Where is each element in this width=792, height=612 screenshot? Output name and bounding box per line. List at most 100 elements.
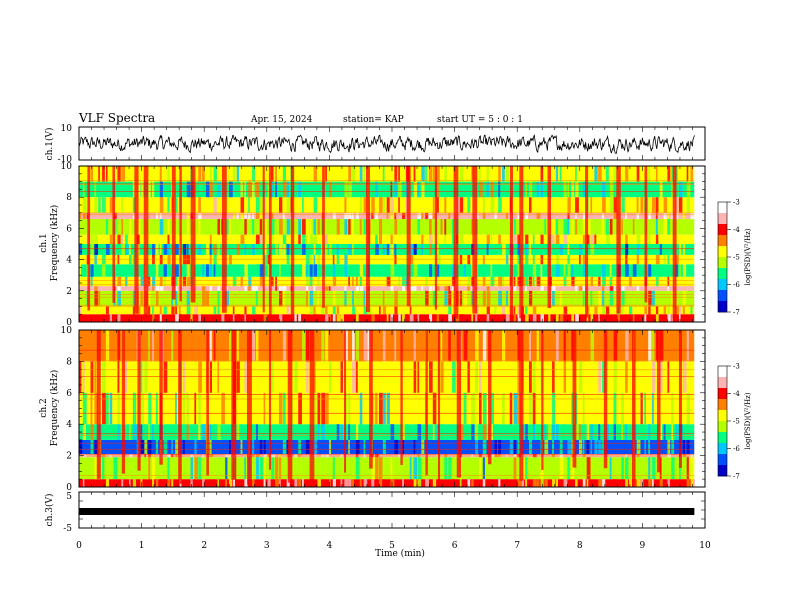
spectrogram-cell [194, 457, 198, 480]
spectrogram-cell [90, 234, 94, 244]
spectrogram-cell [563, 219, 568, 235]
spectrogram-cell [178, 306, 181, 315]
spectrogram-cell [521, 479, 525, 487]
spectrogram-cell [548, 457, 552, 480]
spectrogram-cell [575, 479, 578, 487]
spectrogram-cell [302, 314, 306, 322]
spectrogram-cell [117, 276, 122, 287]
spectrogram-cell [632, 264, 637, 277]
spectrogram-cell [225, 439, 228, 455]
spectrogram-cell [121, 479, 124, 487]
spectrogram-cell [205, 181, 210, 198]
spectrogram-cell [428, 212, 433, 220]
spectrogram-ytick-label: 6 [66, 224, 72, 234]
spectrogram-cell [652, 361, 656, 393]
spectrogram-cell [675, 424, 679, 440]
spectrogram-cell [559, 166, 562, 182]
spectrogram-cell [602, 290, 605, 307]
spectrogram-cell [486, 219, 489, 235]
colorbar-step [718, 388, 727, 391]
spectrogram-cell [671, 314, 673, 322]
spectrogram-cell [102, 314, 105, 322]
spectrogram-cell [263, 424, 266, 440]
spectrogram-cell [163, 330, 166, 362]
spectrogram-cell [102, 234, 105, 244]
spectrogram-cell [636, 286, 640, 291]
spectrogram-no-data [694, 166, 705, 322]
spectrogram-cell [209, 166, 213, 182]
spectrogram-cell [663, 392, 666, 425]
spectrogram-cell [244, 457, 246, 480]
spectrogram-cell [259, 197, 264, 213]
spectrogram-cell [121, 197, 124, 213]
spectrogram-cell [582, 212, 587, 220]
spectrogram-cell [536, 276, 541, 287]
spectrogram-cell [148, 330, 150, 362]
spectrogram-cell [652, 392, 654, 425]
spectrogram-cell [259, 439, 263, 455]
spectrogram-burst [509, 166, 513, 317]
spectrogram-cell [79, 264, 82, 277]
spectrogram-cell [109, 234, 112, 244]
spectrogram-burst [657, 330, 661, 473]
colorbar-step [718, 389, 727, 393]
spectrogram-cell [678, 181, 683, 198]
spectrogram-cell [209, 181, 213, 198]
spectrogram-cell [336, 197, 340, 213]
spectrogram-cell [344, 212, 349, 220]
spectrogram-cell [359, 286, 364, 291]
spectrogram-cell [94, 197, 97, 213]
spectrogram-cell [205, 219, 208, 235]
spectrogram-cell [421, 234, 424, 244]
spectrogram-cell [109, 197, 114, 213]
spectrogram-cell [421, 392, 424, 425]
spectrogram-cell [152, 276, 156, 287]
ch1-ytick-bottom: -10 [58, 155, 73, 165]
spectrogram-cell [271, 361, 274, 393]
spectrogram-cell [186, 306, 191, 315]
spectrogram-cell [336, 439, 340, 455]
spectrogram-cell [486, 424, 490, 440]
spectrogram-cell [352, 479, 354, 487]
spectrogram-cell [578, 439, 583, 455]
ch2-spec-ylabel-frequency: Frequency (kHz) [49, 370, 60, 447]
spectrogram-cell [471, 219, 474, 235]
spectrogram-cell [167, 479, 171, 487]
spectrogram-cell [98, 166, 100, 182]
spectrogram-cell [452, 479, 455, 487]
spectrogram-cell [294, 276, 298, 287]
spectrogram-cell [248, 181, 252, 198]
spectrogram-cell [302, 290, 305, 307]
spectrogram-cell [605, 166, 609, 182]
colorbar-step [718, 203, 727, 207]
spectrogram-cell [448, 361, 452, 393]
spectrogram-cell [428, 264, 433, 277]
spectrogram-cell [313, 392, 317, 425]
spectrogram-cell [217, 244, 221, 255]
spectrogram-cell [248, 244, 251, 255]
spectrogram-cell [613, 166, 618, 182]
spectrogram-cell [536, 212, 541, 220]
spectrogram-cell [594, 286, 599, 291]
spectrogram-cell [167, 244, 171, 255]
spectrogram-cell [513, 219, 516, 235]
spectrogram-cell [567, 219, 570, 235]
spectrogram-cell [348, 181, 352, 198]
spectrogram-cell [313, 314, 318, 322]
spectrogram-cell [175, 306, 178, 315]
spectrogram-cell [536, 166, 540, 182]
spectrogram-ytick-label: 4 [66, 256, 72, 266]
colorbar-tick-label: -5 [733, 254, 740, 262]
spectrogram-cell [359, 457, 363, 480]
spectrogram-cell [513, 457, 517, 480]
spectrogram-cell [355, 212, 359, 220]
colorbar-step [718, 382, 727, 385]
spectrogram-cell [436, 290, 440, 307]
spectrogram-cell [482, 197, 485, 213]
spectrogram-cell [544, 219, 547, 235]
spectrogram-cell [436, 286, 440, 291]
spectrogram-cell [355, 424, 359, 440]
spectrogram-cell [155, 479, 159, 487]
spectrogram-cell [317, 392, 321, 425]
spectrogram-cell [328, 439, 332, 455]
